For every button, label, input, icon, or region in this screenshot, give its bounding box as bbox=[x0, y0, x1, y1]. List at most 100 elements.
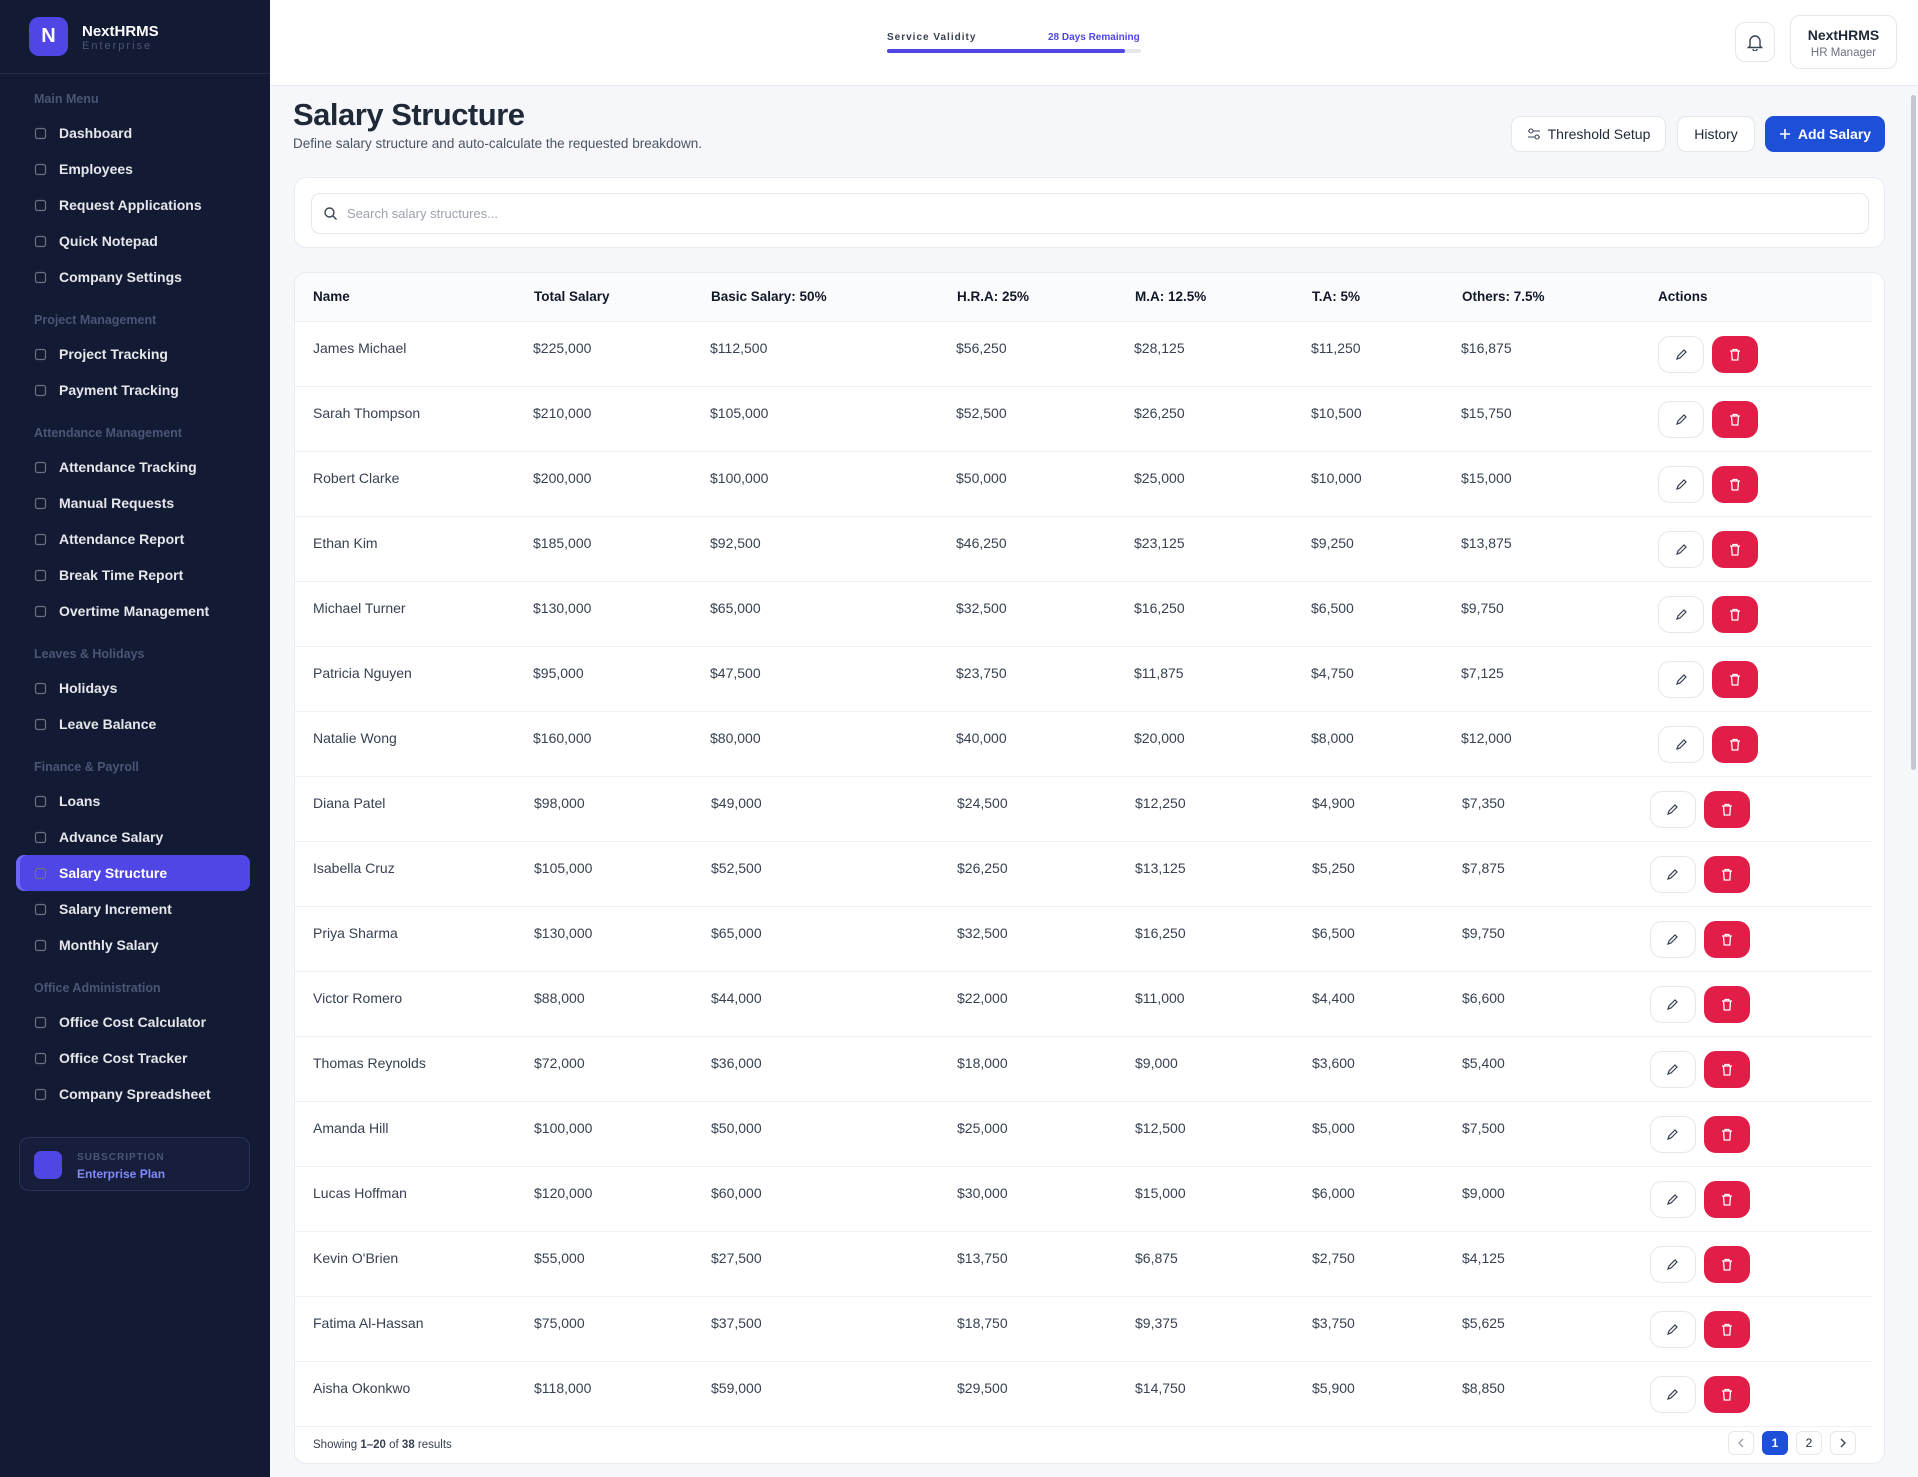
edit-button[interactable] bbox=[1658, 465, 1704, 503]
delete-button[interactable] bbox=[1703, 1115, 1750, 1153]
edit-button[interactable] bbox=[1649, 1180, 1696, 1218]
cell: $29,500 bbox=[956, 1361, 1134, 1427]
nav-item[interactable]: Request Applications bbox=[20, 187, 250, 223]
nav-item[interactable]: Employees bbox=[20, 151, 250, 187]
brand: N NextHRMS Enterprise bbox=[0, 0, 270, 74]
nav-item[interactable]: Break Time Report bbox=[20, 557, 250, 593]
nav-item[interactable]: Holidays bbox=[20, 670, 250, 706]
prev-page[interactable] bbox=[1728, 1431, 1754, 1455]
delete-button[interactable] bbox=[1703, 790, 1750, 828]
actions-cell bbox=[1649, 906, 1872, 972]
page-button[interactable]: 1 bbox=[1762, 1431, 1788, 1455]
subscription[interactable]: SUBSCRIPTION Enterprise Plan bbox=[19, 1137, 250, 1191]
nav-item[interactable]: Manual Requests bbox=[20, 485, 250, 521]
nav-item[interactable]: Attendance Report bbox=[20, 521, 250, 557]
nav-item[interactable]: Monthly Salary bbox=[20, 927, 250, 963]
delete-button[interactable] bbox=[1703, 1050, 1750, 1088]
nav-item[interactable]: Dashboard bbox=[20, 115, 250, 151]
edit-button[interactable] bbox=[1658, 725, 1704, 763]
cell: $16,250 bbox=[1134, 906, 1311, 972]
nav-item[interactable]: Overtime Management bbox=[20, 593, 250, 629]
delete-button[interactable] bbox=[1712, 335, 1758, 373]
delete-button[interactable] bbox=[1712, 595, 1758, 633]
notifications[interactable] bbox=[1735, 22, 1775, 62]
cell: $44,000 bbox=[710, 971, 956, 1037]
edit-button[interactable] bbox=[1658, 335, 1704, 373]
cell: $130,000 bbox=[533, 906, 710, 972]
sidebar: N NextHRMS Enterprise Main Menu Dashboard… bbox=[0, 0, 270, 1477]
edit-button[interactable] bbox=[1649, 1050, 1696, 1088]
cell: $18,000 bbox=[956, 1036, 1134, 1102]
search-input[interactable]: Search salary structures... bbox=[311, 193, 1869, 234]
delete-button[interactable] bbox=[1703, 920, 1750, 958]
nav-item[interactable]: Company Spreadsheet bbox=[20, 1076, 250, 1112]
next-page[interactable] bbox=[1830, 1431, 1856, 1455]
delete-button[interactable] bbox=[1703, 1375, 1750, 1413]
nav-item[interactable]: Project Tracking bbox=[20, 336, 250, 372]
delete-button[interactable] bbox=[1703, 985, 1750, 1023]
actions-cell bbox=[1657, 711, 1872, 777]
cell: $65,000 bbox=[710, 581, 956, 647]
nav-label: Monthly Salary bbox=[59, 937, 159, 953]
edit-button[interactable] bbox=[1649, 1310, 1696, 1348]
actions-cell bbox=[1657, 646, 1872, 712]
nav-item[interactable]: Office Cost Calculator bbox=[20, 1004, 250, 1040]
cell: $30,000 bbox=[956, 1166, 1134, 1232]
nav-item[interactable]: Loans bbox=[20, 783, 250, 819]
delete-button[interactable] bbox=[1703, 1180, 1750, 1218]
nav-item[interactable]: Office Cost Tracker bbox=[20, 1040, 250, 1076]
nav-item[interactable]: Attendance Tracking bbox=[20, 449, 250, 485]
edit-button[interactable] bbox=[1658, 400, 1704, 438]
edit-button[interactable] bbox=[1649, 855, 1696, 893]
nav-item[interactable]: Salary Increment bbox=[20, 891, 250, 927]
cell: $60,000 bbox=[710, 1166, 956, 1232]
column-header: T.A: 5% bbox=[1311, 273, 1461, 322]
cell: $100,000 bbox=[533, 1101, 710, 1167]
user-menu[interactable]: NextHRMS HR Manager bbox=[1790, 15, 1897, 69]
history-button[interactable]: History bbox=[1677, 116, 1755, 152]
actions-cell bbox=[1657, 386, 1872, 452]
nav-label: Attendance Report bbox=[59, 531, 185, 547]
nav-item[interactable]: Leave Balance bbox=[20, 706, 250, 742]
delete-button[interactable] bbox=[1712, 465, 1758, 503]
table-row: Thomas Reynolds $72,000 $36,000 $18,000 $9,0… bbox=[295, 1036, 1872, 1102]
page-button[interactable]: 2 bbox=[1796, 1431, 1822, 1455]
cell: $9,250 bbox=[1311, 516, 1461, 582]
delete-button[interactable] bbox=[1703, 1245, 1750, 1283]
nav-item[interactable]: Company Settings bbox=[20, 259, 250, 295]
edit-button[interactable] bbox=[1649, 1115, 1696, 1153]
delete-button[interactable] bbox=[1712, 725, 1758, 763]
nav-item[interactable]: Quick Notepad bbox=[20, 223, 250, 259]
nav-item[interactable]: Advance Salary bbox=[20, 819, 250, 855]
delete-button[interactable] bbox=[1712, 660, 1758, 698]
edit-button[interactable] bbox=[1649, 790, 1696, 828]
edit-button[interactable] bbox=[1649, 920, 1696, 958]
nav-label: Payment Tracking bbox=[59, 382, 179, 398]
of: of bbox=[389, 1439, 399, 1451]
edit-button[interactable] bbox=[1658, 660, 1704, 698]
edit-button[interactable] bbox=[1658, 595, 1704, 633]
table-row: Aisha Okonkwo $118,000 $59,000 $29,500 $14,7… bbox=[295, 1361, 1872, 1427]
delete-button[interactable] bbox=[1703, 1310, 1750, 1348]
cell: $112,500 bbox=[710, 321, 956, 387]
delete-button[interactable] bbox=[1712, 400, 1758, 438]
actions-cell bbox=[1649, 1231, 1872, 1297]
nav-item[interactable]: Salary Structure bbox=[20, 855, 250, 891]
edit-button[interactable] bbox=[1649, 985, 1696, 1023]
delete-button[interactable] bbox=[1712, 530, 1758, 568]
add-button[interactable]: Add Salary bbox=[1765, 116, 1885, 152]
actions bbox=[1649, 920, 1871, 958]
nav-item[interactable]: Payment Tracking bbox=[20, 372, 250, 408]
cell: $22,000 bbox=[956, 971, 1134, 1037]
threshold-button[interactable]: Threshold Setup bbox=[1511, 116, 1666, 152]
actions-cell bbox=[1649, 1361, 1872, 1427]
edit-button[interactable] bbox=[1658, 530, 1704, 568]
cell: $18,750 bbox=[956, 1296, 1134, 1362]
edit-button[interactable] bbox=[1649, 1245, 1696, 1283]
edit-button[interactable] bbox=[1649, 1375, 1696, 1413]
cell: Thomas Reynolds bbox=[295, 1036, 533, 1102]
user-name: NextHRMS bbox=[1807, 27, 1880, 43]
cell: $4,750 bbox=[1311, 646, 1461, 712]
delete-button[interactable] bbox=[1703, 855, 1750, 893]
cell: James Michael bbox=[295, 321, 533, 387]
